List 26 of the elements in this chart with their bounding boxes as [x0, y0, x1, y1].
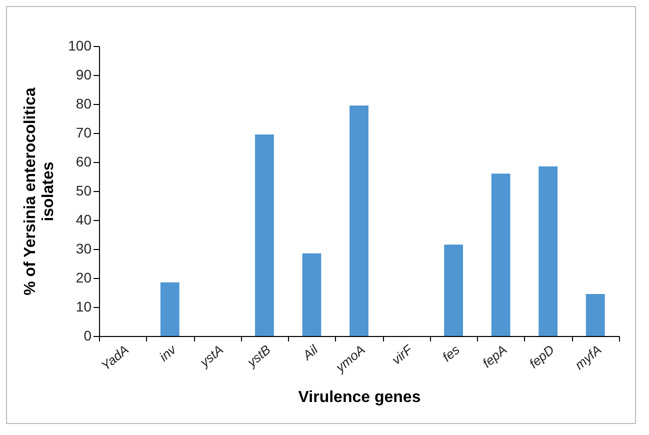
bar	[255, 134, 274, 336]
y-tick-label: 50	[76, 182, 92, 198]
bar	[444, 244, 463, 336]
x-tick-label: virF	[388, 341, 416, 368]
x-tick-label: inv	[156, 341, 180, 364]
y-tick-label: 10	[76, 298, 92, 314]
y-axis-title: % of Yersinia enterocolitica isolates	[22, 88, 58, 296]
y-tick-label: 30	[76, 240, 92, 256]
bar	[160, 282, 180, 336]
y-tick-label: 90	[76, 66, 92, 82]
y-tick-label: 70	[76, 124, 92, 140]
bar	[586, 294, 605, 336]
y-tick-label: 0	[84, 328, 92, 344]
bar	[302, 253, 322, 336]
y-tick-label: 20	[76, 270, 92, 286]
bar	[538, 166, 558, 336]
x-tick-label: fepA	[480, 342, 510, 371]
x-tick-label: fes	[439, 342, 463, 365]
x-tick-label: Ail	[299, 341, 322, 364]
y-tick-label: 60	[76, 154, 92, 170]
y-tick-label: 80	[76, 96, 92, 112]
x-axis-title: Virulence genes	[298, 388, 421, 406]
bar	[350, 105, 368, 336]
bar	[491, 174, 510, 336]
y-tick-label: 100	[68, 38, 92, 54]
y-tick-label: 40	[76, 212, 92, 228]
